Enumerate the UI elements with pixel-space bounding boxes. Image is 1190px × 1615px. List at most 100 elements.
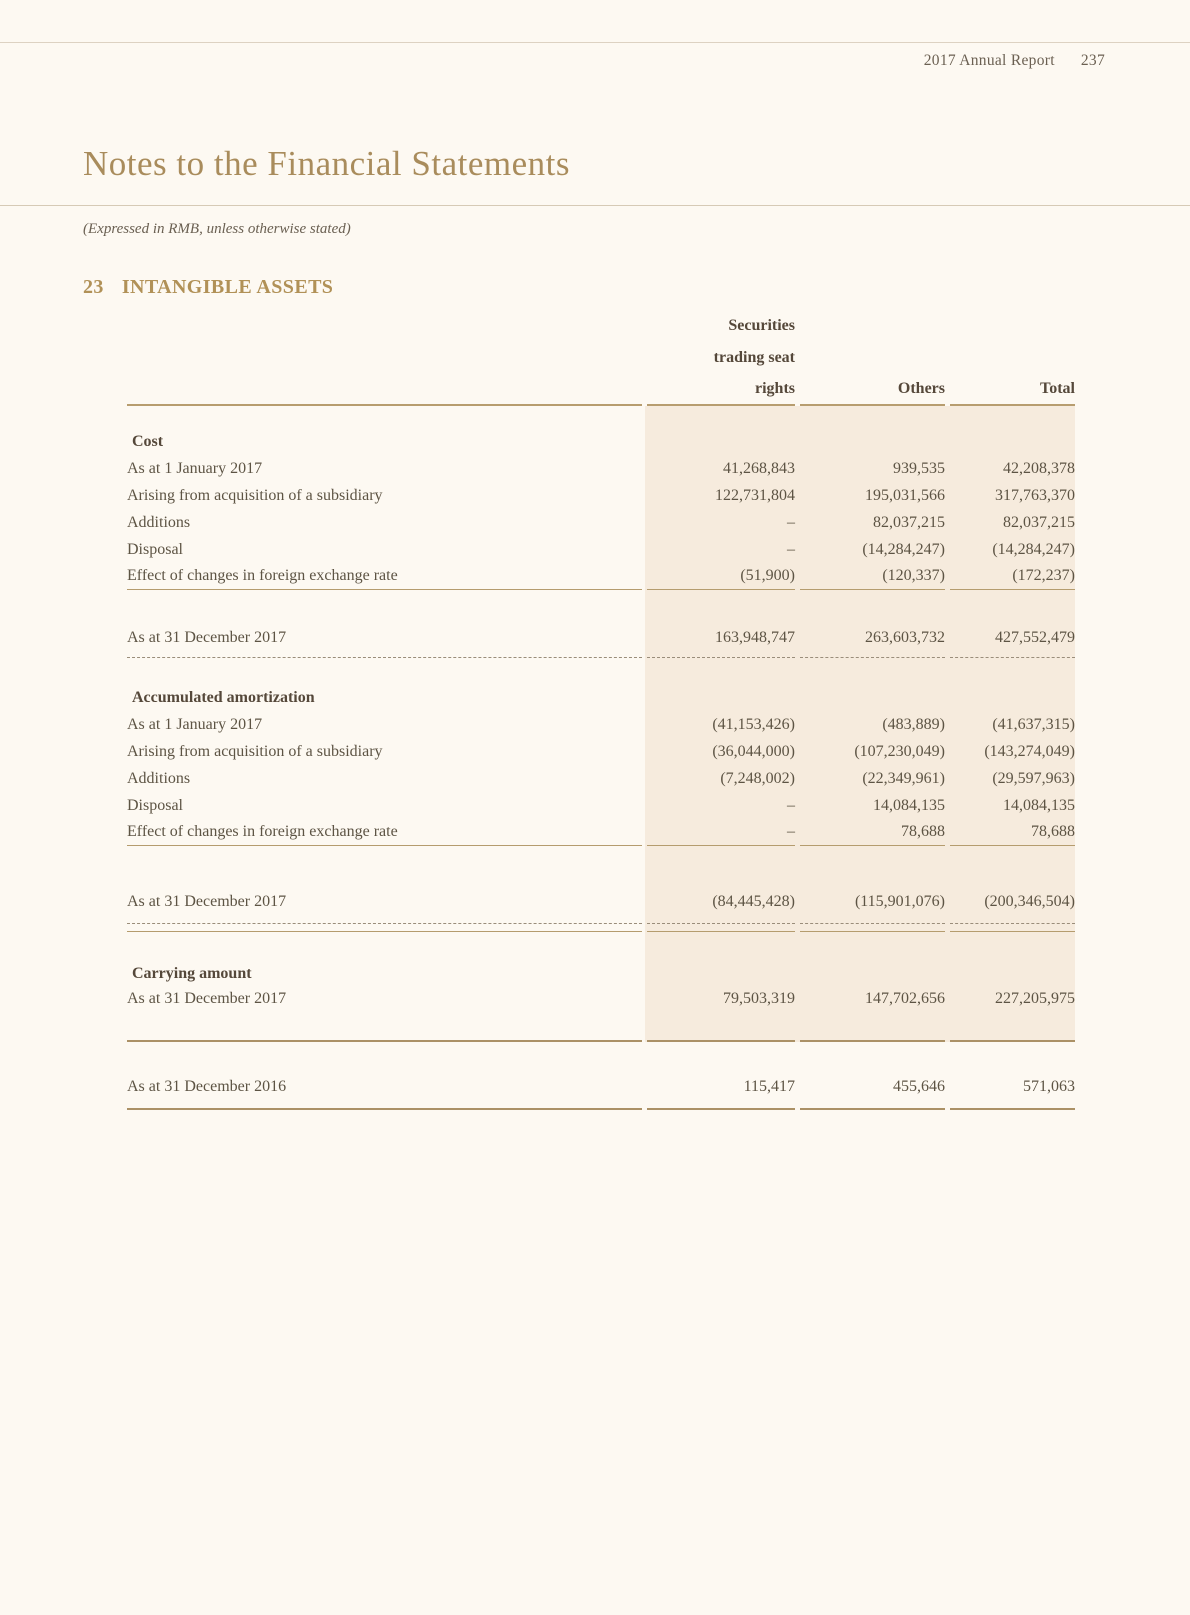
table-row: Effect of changes in foreign exchange ra… <box>127 819 1075 846</box>
cell-others: (22,349,961) <box>862 769 945 787</box>
section-label: Accumulated amortization <box>132 688 315 706</box>
spacer-row <box>127 590 1075 618</box>
page-number: 237 <box>1080 52 1105 69</box>
cell-others: 263,603,732 <box>800 618 945 658</box>
spacer-row <box>127 932 1075 960</box>
row-label: Disposal <box>127 540 183 558</box>
table-row: Effect of changes in foreign exchange ra… <box>127 563 1075 590</box>
table-header-row: Securities <box>127 310 1075 342</box>
cell-rights: (7,248,002) <box>720 769 795 787</box>
col-header-total: Total <box>950 374 1075 406</box>
cell-others: (120,337) <box>800 563 945 590</box>
carrying-2017-row: As at 31 December 2017 79,503,319 147,70… <box>127 987 1075 1042</box>
section-label: Cost <box>132 432 164 450</box>
row-label: Disposal <box>127 796 183 814</box>
cell-rights: 122,731,804 <box>715 486 795 504</box>
table-row: Arising from acquisition of a subsidiary… <box>127 738 1075 765</box>
section-label-row: Carrying amount <box>127 960 1075 987</box>
cell-rights: – <box>787 796 795 814</box>
table-row: As at 1 January 2017 41,268,843 939,535 … <box>127 455 1075 482</box>
cell-others: (107,230,049) <box>854 742 945 760</box>
col-header-rights-line3: rights <box>647 374 795 406</box>
cell-total: 227,205,975 <box>950 987 1075 1042</box>
intangible-assets-table: Securities trading seat rights Others To… <box>122 310 1080 1110</box>
cell-total: (29,597,963) <box>992 769 1075 787</box>
page-header: 2017 Annual Report 237 <box>924 52 1105 70</box>
spacer-row <box>127 406 1075 428</box>
cell-rights: (84,445,428) <box>647 880 795 924</box>
cell-rights: 163,948,747 <box>647 618 795 658</box>
subtotal-row: As at 31 December 2017 (84,445,428) (115… <box>127 880 1075 924</box>
table-header-row: rights Others Total <box>127 374 1075 406</box>
cell-rights: 79,503,319 <box>647 987 795 1042</box>
section-label-row: Accumulated amortization <box>127 684 1075 711</box>
cell-total: 571,063 <box>950 1066 1075 1110</box>
row-label: As at 31 December 2017 <box>127 880 642 924</box>
cell-total: (41,637,315) <box>992 715 1075 733</box>
cell-others: 939,535 <box>893 459 945 477</box>
cell-others: 147,702,656 <box>800 987 945 1042</box>
cell-others: (14,284,247) <box>862 540 945 558</box>
cell-total: (14,284,247) <box>992 540 1075 558</box>
cell-total: 317,763,370 <box>995 486 1075 504</box>
row-label: Additions <box>127 769 191 787</box>
table-header-row: trading seat <box>127 342 1075 374</box>
cell-total: (143,274,049) <box>984 742 1075 760</box>
col-header-rights-line1: Securities <box>728 317 795 334</box>
row-label: As at 31 December 2017 <box>127 987 642 1042</box>
cell-others: 14,084,135 <box>873 796 945 814</box>
row-label: As at 31 December 2017 <box>127 618 642 658</box>
cell-total: 82,037,215 <box>1003 513 1075 531</box>
row-label: Effect of changes in foreign exchange ra… <box>127 563 642 590</box>
row-label: Arising from acquisition of a subsidiary <box>127 742 383 760</box>
table-row: Disposal – 14,084,135 14,084,135 <box>127 792 1075 819</box>
cell-total: 14,084,135 <box>1003 796 1075 814</box>
row-label: As at 1 January 2017 <box>127 459 263 477</box>
section-end-rule-row <box>127 924 1075 932</box>
carrying-2016-row: As at 31 December 2016 115,417 455,646 5… <box>127 1066 1075 1110</box>
document-title: Notes to the Financial Statements <box>83 144 570 183</box>
table-column-shading <box>645 406 1075 1042</box>
row-label: As at 31 December 2016 <box>127 1066 642 1110</box>
spacer-row <box>127 1042 1075 1066</box>
row-label: Arising from acquisition of a subsidiary <box>127 486 383 504</box>
cell-rights: 115,417 <box>647 1066 795 1110</box>
spacer-row <box>127 846 1075 880</box>
cell-others: 455,646 <box>800 1066 945 1110</box>
cell-rights: – <box>647 819 795 846</box>
cell-total: (200,346,504) <box>950 880 1075 924</box>
col-header-rights-line2: trading seat <box>713 349 795 366</box>
section-title: INTANGIBLE ASSETS <box>121 276 334 298</box>
cell-total: 42,208,378 <box>1003 459 1075 477</box>
table-row: Disposal – (14,284,247) (14,284,247) <box>127 536 1075 563</box>
cell-others: 82,037,215 <box>873 513 945 531</box>
section-label: Carrying amount <box>132 964 252 982</box>
cell-others: (115,901,076) <box>800 880 945 924</box>
cell-others: 195,031,566 <box>865 486 945 504</box>
table-row: Arising from acquisition of a subsidiary… <box>127 482 1075 509</box>
table-row: As at 1 January 2017 (41,153,426) (483,8… <box>127 711 1075 738</box>
currency-note: (Expressed in RMB, unless otherwise stat… <box>83 221 351 237</box>
cell-rights: – <box>787 513 795 531</box>
cell-others: (483,889) <box>882 715 945 733</box>
cell-total: (172,237) <box>950 563 1075 590</box>
cell-rights: 41,268,843 <box>723 459 795 477</box>
cell-rights: – <box>787 540 795 558</box>
table-row: Additions (7,248,002) (22,349,961) (29,5… <box>127 765 1075 792</box>
row-label: Additions <box>127 513 191 531</box>
cell-rights: (41,153,426) <box>712 715 795 733</box>
section-number: 23 <box>83 276 104 298</box>
col-header-others: Others <box>800 374 945 406</box>
top-divider <box>0 42 1190 43</box>
cell-rights: (36,044,000) <box>712 742 795 760</box>
section-heading: 23 INTANGIBLE ASSETS <box>83 276 333 299</box>
cell-total: 427,552,479 <box>950 618 1075 658</box>
subtotal-row: As at 31 December 2017 163,948,747 263,6… <box>127 618 1075 658</box>
cell-rights: (51,900) <box>647 563 795 590</box>
table-row: Additions – 82,037,215 82,037,215 <box>127 509 1075 536</box>
row-label: Effect of changes in foreign exchange ra… <box>127 819 642 846</box>
cell-total: 78,688 <box>950 819 1075 846</box>
cell-others: 78,688 <box>800 819 945 846</box>
section-label-row: Cost <box>127 428 1075 455</box>
